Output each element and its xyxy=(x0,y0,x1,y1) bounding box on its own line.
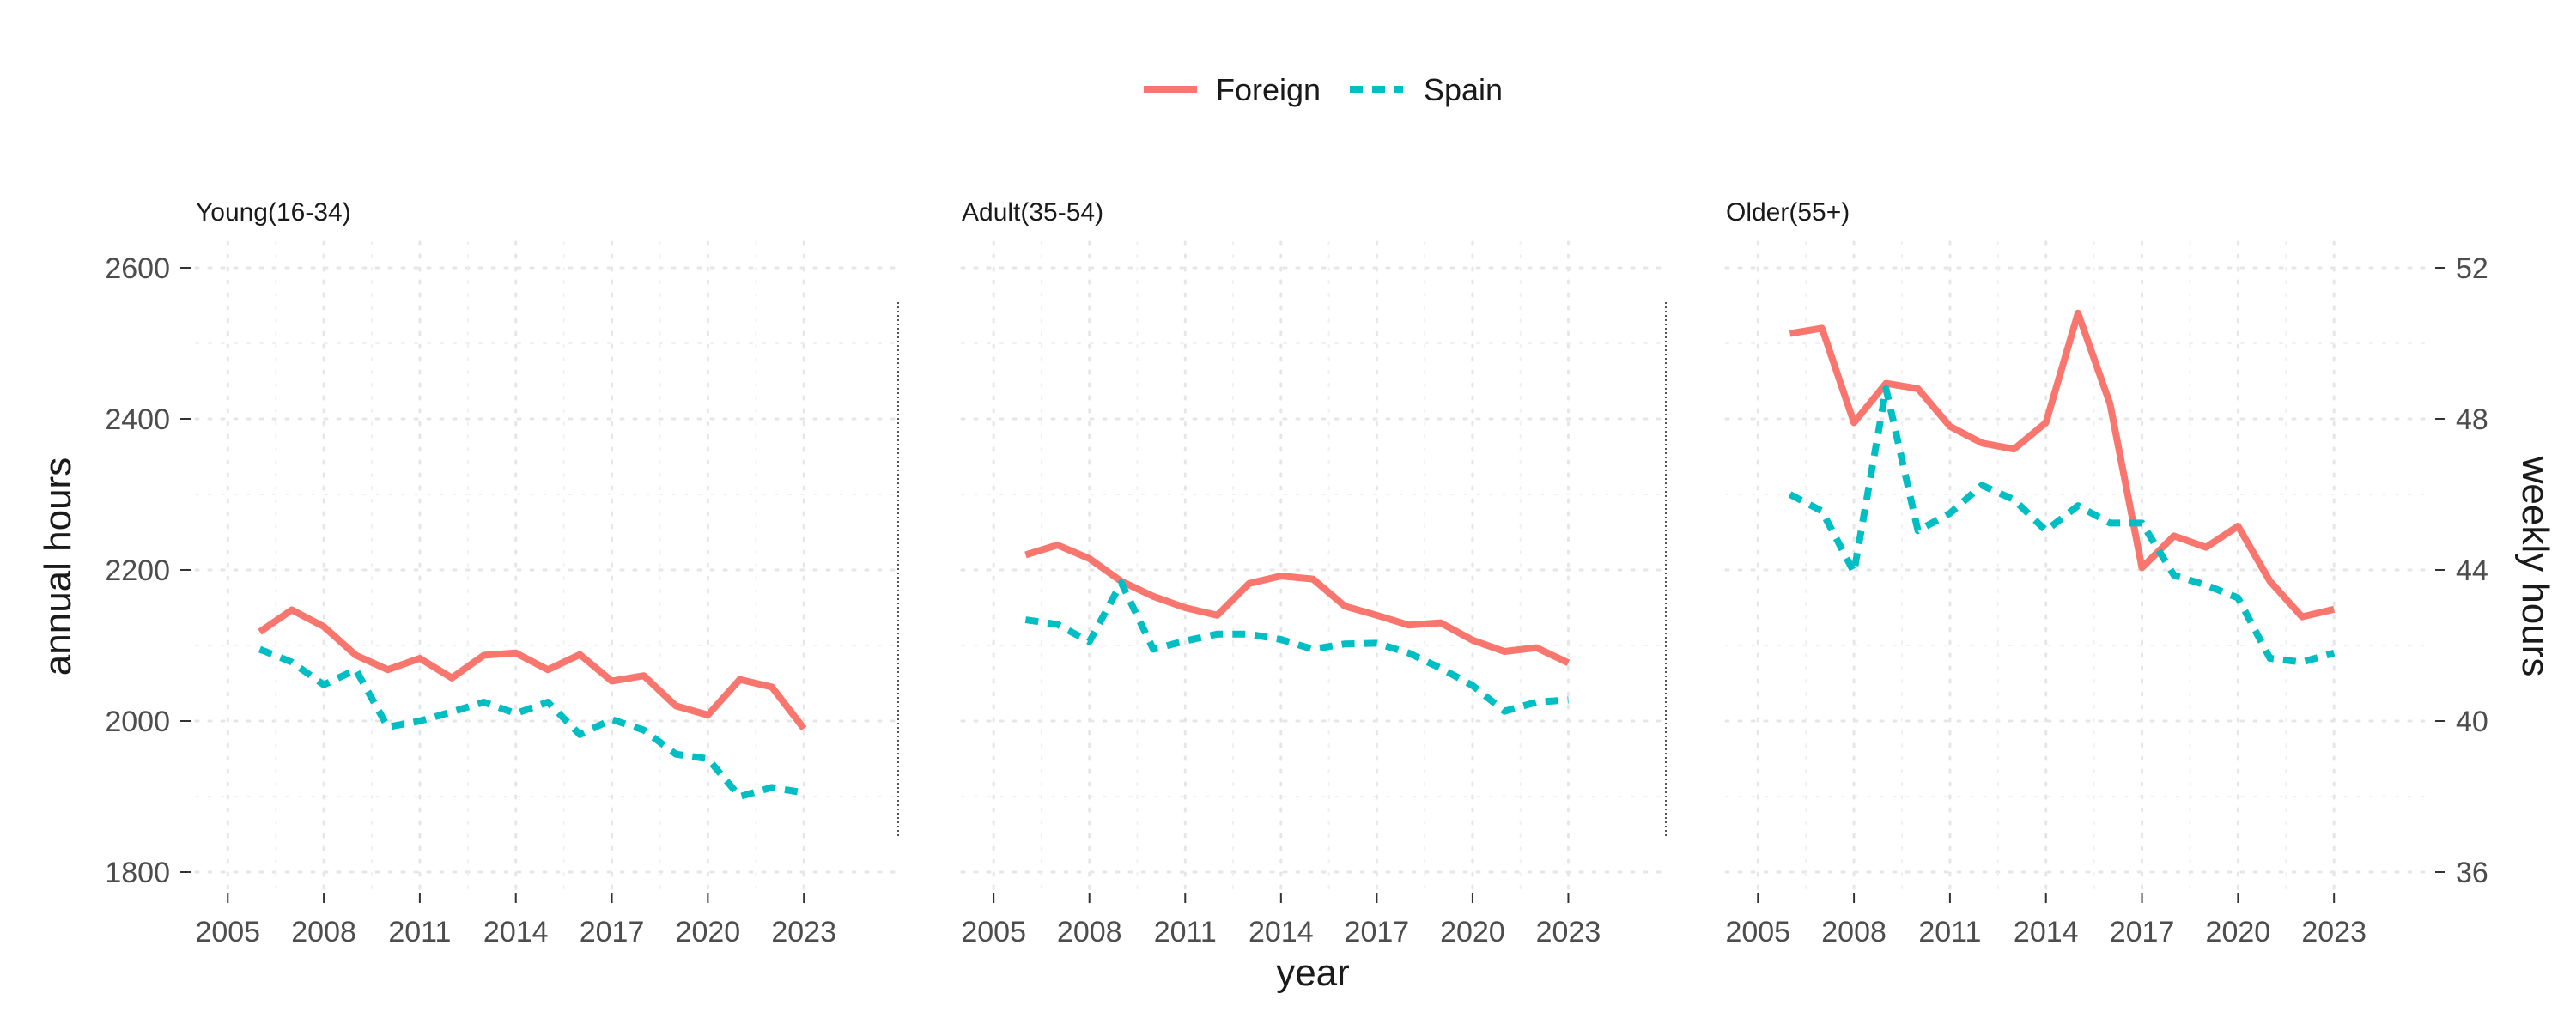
x-tick-label: 2011 xyxy=(1154,916,1217,948)
x-tick-label: 2020 xyxy=(676,916,741,948)
y-tick-label: 2000 xyxy=(105,706,170,738)
series-line-spain xyxy=(1788,385,2336,666)
x-tick-label: 2008 xyxy=(291,916,356,948)
x-tick-label: 2017 xyxy=(580,916,645,948)
panel-title: Older(55+) xyxy=(1726,198,1850,227)
x-tick-label: 2017 xyxy=(2110,916,2175,948)
x-tick-label: 2014 xyxy=(1249,916,1314,948)
y-right-tick-label: 52 xyxy=(2456,252,2488,285)
x-tick-label: 2008 xyxy=(1821,916,1886,948)
y-right-tick-label: 36 xyxy=(2456,857,2488,889)
y-tick-label: 2600 xyxy=(105,252,170,285)
y-right-tick-label: 48 xyxy=(2456,403,2488,436)
x-tick-label: 2014 xyxy=(483,916,549,948)
x-tick-label: 2011 xyxy=(1918,916,1981,948)
y-tick-label: 1800 xyxy=(105,857,170,889)
y-axis-title: annual hours xyxy=(37,457,79,676)
x-tick-label: 2023 xyxy=(771,916,836,948)
series-line-foreign xyxy=(258,606,807,731)
y-tick-label: 2200 xyxy=(105,554,170,587)
x-tick-label: 2005 xyxy=(961,916,1026,948)
x-tick-label: 2023 xyxy=(2301,916,2366,948)
legend-label-foreign: Foreign xyxy=(1216,72,1321,107)
x-tick-label: 2011 xyxy=(388,916,451,948)
series-line-foreign xyxy=(1789,309,2336,621)
series-line-spain xyxy=(258,645,805,800)
x-tick-label: 2023 xyxy=(1536,916,1601,948)
series-line-foreign xyxy=(1024,542,1571,666)
x-tick-label: 2005 xyxy=(195,916,260,948)
series-line-spain xyxy=(1024,579,1569,715)
x-tick-label: 2020 xyxy=(1440,916,1505,948)
y-right-tick-label: 40 xyxy=(2456,706,2488,738)
x-tick-label: 2008 xyxy=(1057,916,1122,948)
y-tick-label: 2400 xyxy=(105,403,170,436)
x-axis-title: year xyxy=(1276,952,1350,994)
panel-title: Adult(35-54) xyxy=(962,198,1103,227)
x-tick-label: 2005 xyxy=(1725,916,1790,948)
x-tick-label: 2020 xyxy=(2206,916,2271,948)
x-tick-label: 2017 xyxy=(1345,916,1410,948)
y-right-axis-title: weekly hours xyxy=(2514,456,2556,677)
legend-label-spain: Spain xyxy=(1424,72,1503,107)
x-tick-label: 2014 xyxy=(2014,916,2079,948)
panel-title: Young(16-34) xyxy=(196,198,351,227)
y-right-tick-label: 44 xyxy=(2456,554,2488,587)
